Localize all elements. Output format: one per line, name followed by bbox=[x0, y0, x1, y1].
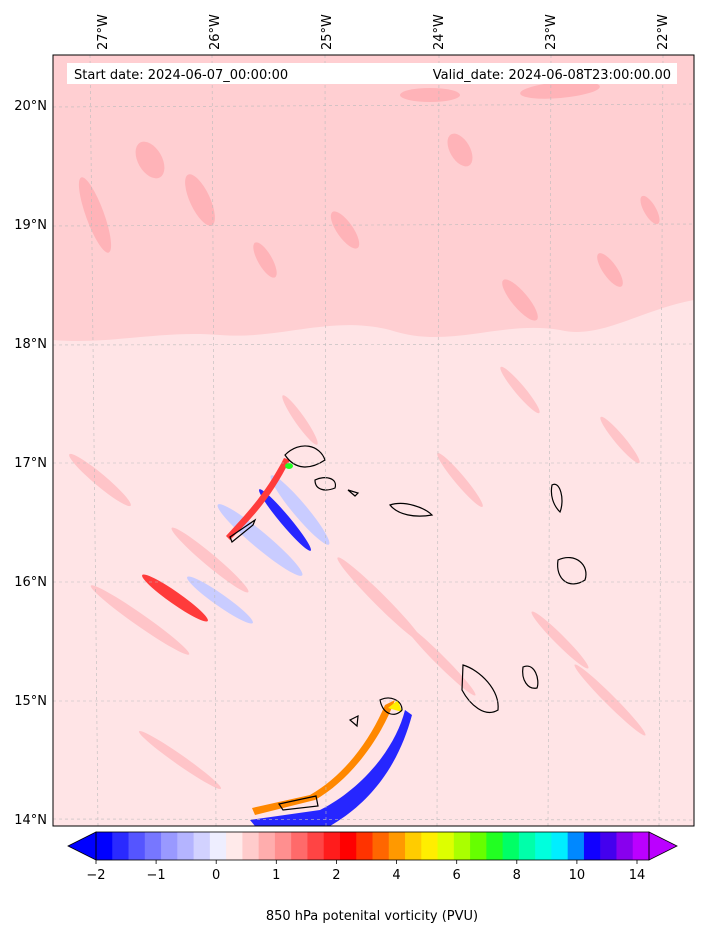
colorbar-cell bbox=[551, 832, 569, 860]
colorbar-cell bbox=[486, 832, 504, 860]
pv-peak-south bbox=[388, 700, 402, 712]
colorbar-cell bbox=[339, 832, 357, 860]
colorbar-cell bbox=[535, 832, 553, 860]
colorbar-label: 850 hPa potenital vorticity (PVU) bbox=[266, 909, 478, 924]
colorbar-tick-label: −1 bbox=[147, 868, 166, 883]
colorbar-cell bbox=[258, 832, 276, 860]
colorbar-cell bbox=[632, 832, 650, 860]
lon-tick-label: 22°W bbox=[656, 14, 671, 50]
pv-zone-north bbox=[53, 55, 694, 342]
colorbar-extend-high bbox=[648, 831, 678, 861]
lon-tick-label: 24°W bbox=[432, 14, 447, 50]
colorbar: −2 −1 0 1 2 4 6 8 10 14 850 hPa potenital vortici… bbox=[67, 831, 678, 924]
colorbar-cell bbox=[583, 832, 601, 860]
pv-streak-north-island bbox=[142, 458, 290, 622]
colorbar-cell bbox=[128, 832, 146, 860]
lat-tick-label: 17°N bbox=[14, 456, 47, 471]
lat-tick-labels: 14°N 15°N 16°N 17°N 18°N 19°N 20°N bbox=[14, 99, 47, 828]
colorbar-cell bbox=[96, 832, 113, 860]
colorbar-cell bbox=[274, 832, 292, 860]
colorbar-cell bbox=[616, 832, 634, 860]
colorbar-cell bbox=[307, 832, 325, 860]
colorbar-ticks: −2 −1 0 1 2 4 6 8 10 14 bbox=[86, 860, 645, 883]
colorbar-extend-low bbox=[67, 831, 97, 861]
colorbar-cells bbox=[96, 832, 650, 860]
lon-tick-label: 25°W bbox=[320, 14, 335, 50]
colorbar-cell bbox=[470, 832, 487, 860]
pv-peak-north bbox=[285, 463, 293, 469]
lat-tick-label: 19°N bbox=[14, 218, 47, 233]
colorbar-cell bbox=[144, 832, 162, 860]
map-frame bbox=[52, 54, 695, 827]
colorbar-tick-label: 1 bbox=[272, 868, 280, 883]
colorbar-cell bbox=[388, 832, 406, 860]
lon-tick-label: 26°W bbox=[208, 14, 223, 50]
colorbar-cell bbox=[600, 832, 618, 860]
colorbar-cell bbox=[112, 832, 130, 860]
colorbar-cell bbox=[291, 832, 309, 860]
colorbar-cell bbox=[242, 832, 260, 860]
valid-date-label: Valid_date: 2024-06-08T23:00:00.00 bbox=[433, 68, 671, 83]
lat-tick-label: 15°N bbox=[14, 694, 47, 709]
colorbar-tick-label: 8 bbox=[513, 868, 521, 883]
lat-tick-label: 14°N bbox=[14, 813, 47, 828]
colorbar-cell bbox=[177, 832, 195, 860]
colorbar-cell bbox=[518, 832, 536, 860]
lat-tick-label: 20°N bbox=[14, 99, 47, 114]
pv-streaks-middle bbox=[69, 366, 646, 789]
colorbar-cell bbox=[421, 832, 439, 860]
gridlines bbox=[53, 55, 694, 826]
colorbar-tick-label: 14 bbox=[629, 868, 646, 883]
lon-tick-label: 27°W bbox=[96, 14, 111, 50]
pv-plume-south bbox=[252, 700, 395, 815]
colorbar-cell bbox=[502, 832, 520, 860]
colorbar-frame bbox=[95, 831, 650, 861]
colorbar-cell bbox=[437, 832, 455, 860]
pv-streaks-north bbox=[78, 81, 660, 321]
colorbar-cell bbox=[405, 832, 422, 860]
lon-tick-label: 23°W bbox=[544, 14, 559, 50]
lat-tick-label: 16°N bbox=[14, 575, 47, 590]
lon-tick-labels: 27°W 26°W 25°W 24°W 23°W 22°W bbox=[96, 14, 671, 50]
colorbar-cell bbox=[209, 832, 227, 860]
colorbar-tick-label: 4 bbox=[392, 868, 400, 883]
colorbar-cell bbox=[226, 832, 243, 860]
island-outlines bbox=[229, 445, 587, 811]
colorbar-cell bbox=[356, 832, 374, 860]
pv-field bbox=[53, 55, 694, 826]
info-box bbox=[67, 63, 677, 84]
colorbar-tick-label: 2 bbox=[332, 868, 340, 883]
colorbar-tick-label: 6 bbox=[453, 868, 461, 883]
colorbar-tick-label: −2 bbox=[86, 868, 105, 883]
colorbar-cell bbox=[453, 832, 471, 860]
pv-wake-strong bbox=[250, 489, 412, 826]
colorbar-cell bbox=[161, 832, 178, 860]
colorbar-cell bbox=[323, 832, 341, 860]
colorbar-tick-label: 10 bbox=[569, 868, 586, 883]
lat-tick-label: 18°N bbox=[14, 337, 47, 352]
start-date-label: Start date: 2024-06-07_00:00:00 bbox=[74, 68, 288, 83]
colorbar-cell bbox=[193, 832, 211, 860]
colorbar-cell bbox=[567, 832, 585, 860]
colorbar-tick-label: 0 bbox=[212, 868, 220, 883]
colorbar-cell bbox=[372, 832, 390, 860]
